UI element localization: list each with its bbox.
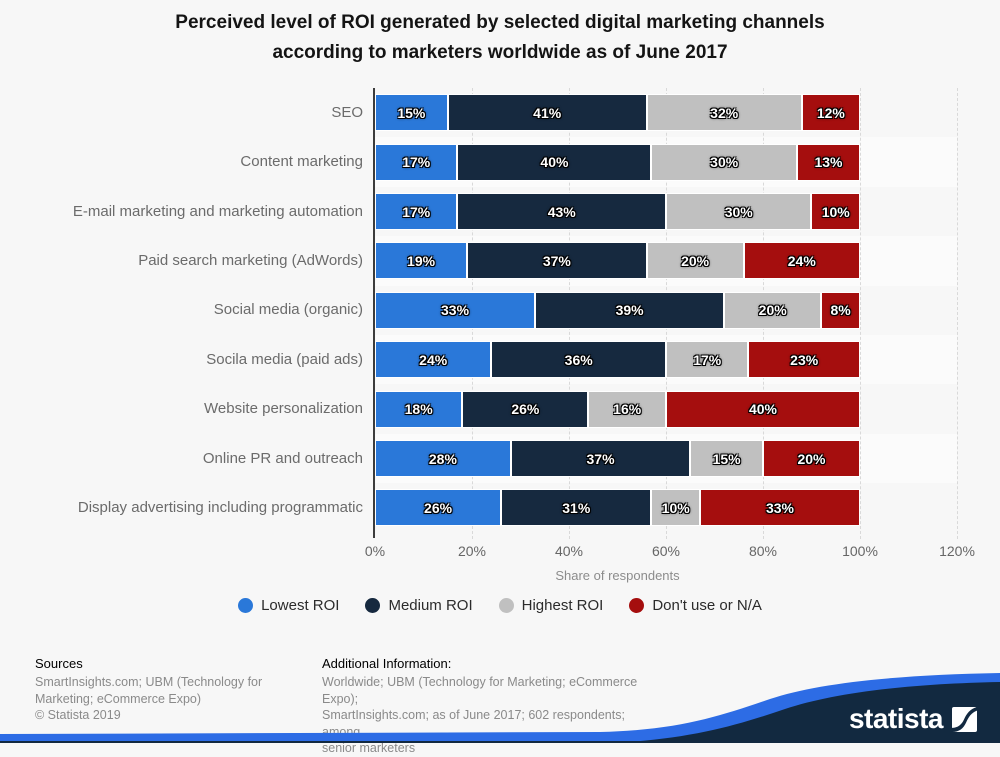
bar-segment: 30% [665,193,812,230]
bar-segment: 37% [467,242,647,280]
bar-segment: 17% [375,193,458,230]
bar-segment: 26% [462,390,589,428]
gridline [860,88,861,539]
bar-segment: 41% [447,94,647,132]
bar-segment: 43% [457,193,666,230]
plot-area: 15% 41% 32% 12% 17% 40% 30% 13% 17% 43% 30% 10% 19% 3… [375,88,958,539]
stacked-bar-7: 28% 37% 15% 20% [375,440,860,477]
bar-segment: 18% [375,390,463,428]
bar-segment: 31% [501,489,652,527]
x-tick-label: 0% [364,543,386,559]
bar-segment: 23% [748,341,860,379]
footer-swoosh-graphic [0,673,1000,743]
bar-segment: 19% [375,242,468,280]
x-tick-label: 100% [842,543,878,559]
legend-dot-icon [629,598,645,613]
x-tick-label: 40% [554,543,584,559]
statista-wordmark: statista [848,703,944,734]
swoosh-navy-fill [612,682,1000,743]
category-label: Website personalization [204,400,363,418]
bar-segment: 39% [535,291,725,329]
legend-dot-icon [498,598,514,613]
bar-segment: 24% [375,341,492,379]
bar-segment: 40% [457,143,652,181]
category-label: Online PR and outreach [202,449,363,467]
chart-title: Perceived level of ROI generated by sele… [0,8,1000,68]
statista-logo: statista [848,703,977,734]
x-tick-label: 20% [457,543,487,559]
x-axis-title: Share of respondents [555,568,680,583]
category-label: SEO [331,103,363,121]
sources-line: © Statista 2019 [35,708,121,722]
sources-block: Sources SmartInsights.com; UBM (Technolo… [35,656,295,724]
bar-segment: 12% [801,94,860,132]
bar-segment: 10% [811,193,860,230]
stacked-bar-4: 33% 39% 20% 8% [375,291,860,329]
legend-dot-icon [238,598,254,613]
bar-segment: 13% [796,143,860,181]
bar-segment: 37% [510,440,691,477]
bar-segment: 36% [491,341,666,379]
bar-segment: 24% [743,242,860,280]
stacked-bar-0: 15% 41% 32% 12% [375,94,860,132]
chart-title-line-1: Perceived level of ROI generated by sele… [175,12,825,33]
additional-info-line: Worldwide; UBM (Technology for Marketing… [322,675,638,706]
x-tick-label: 60% [651,543,681,559]
bar-segment: 30% [651,143,797,181]
category-label: Socila media (paid ads) [206,350,363,368]
bar-segment: 10% [651,489,700,527]
y-axis-line [373,88,375,538]
category-label: Paid search marketing (AdWords) [138,251,363,269]
bar-segment: 8% [821,291,860,329]
bar-segment: 20% [762,440,860,477]
sources-text: SmartInsights.com; UBM (Technology for Ma… [35,674,295,724]
category-label: Content marketing [240,153,363,171]
legend-item: Don't use or N/A [629,597,762,614]
bar-segment: 16% [588,390,666,428]
stacked-bar-3: 19% 37% 20% 24% [375,242,860,280]
bar-segment: 28% [375,440,511,477]
category-label: E-mail marketing and marketing automatio… [72,202,363,220]
x-tick-label: 80% [748,543,778,559]
bar-segment: 20% [646,242,744,280]
gridline [957,88,958,539]
bar-segment: 15% [375,94,448,132]
bar-segment: 33% [699,489,860,527]
legend-label: Medium ROI [388,597,473,614]
x-tick-label: 120% [939,543,975,559]
bar-segment: 26% [375,489,502,527]
statista-logo-icon [952,706,977,732]
bar-segment: 40% [665,390,860,428]
bar-segment: 15% [690,440,763,477]
sources-line: SmartInsights.com; UBM (Technology for [35,675,263,689]
chart-title-line-2: according to marketers worldwide as of J… [272,42,728,63]
legend-label: Lowest ROI [261,597,340,614]
bar-segment: 17% [375,143,458,181]
additional-info-title: Additional Information: [322,656,452,671]
legend: Lowest ROI Medium ROI Highest ROI Don't use… [0,597,1000,614]
sources-title: Sources [35,656,83,671]
legend-item: Highest ROI [498,597,604,614]
bar-segment: 20% [724,291,822,329]
stacked-bar-5: 24% 36% 17% 23% [375,341,860,379]
stacked-bar-8: 26% 31% 10% 33% [375,489,860,527]
legend-label: Highest ROI [521,597,604,614]
legend-item: Lowest ROI [238,597,339,614]
sources-line: Marketing; eCommerce Expo) [35,691,202,706]
bar-segment: 33% [375,291,536,329]
bar-segment: 32% [646,94,802,132]
stacked-bar-1: 17% 40% 30% 13% [375,143,860,181]
swoosh-bottom-line [0,741,1000,743]
legend-dot-icon [365,598,381,613]
stacked-bar-2: 17% 43% 30% 10% [375,193,860,230]
bar-segment: 17% [665,341,749,379]
legend-item: Medium ROI [365,597,473,614]
legend-label: Don't use or N/A [652,597,762,614]
stacked-bar-6: 18% 26% 16% 40% [375,390,860,428]
category-label: Display advertising including programmat… [77,498,363,516]
category-label: Social media (organic) [213,301,363,319]
